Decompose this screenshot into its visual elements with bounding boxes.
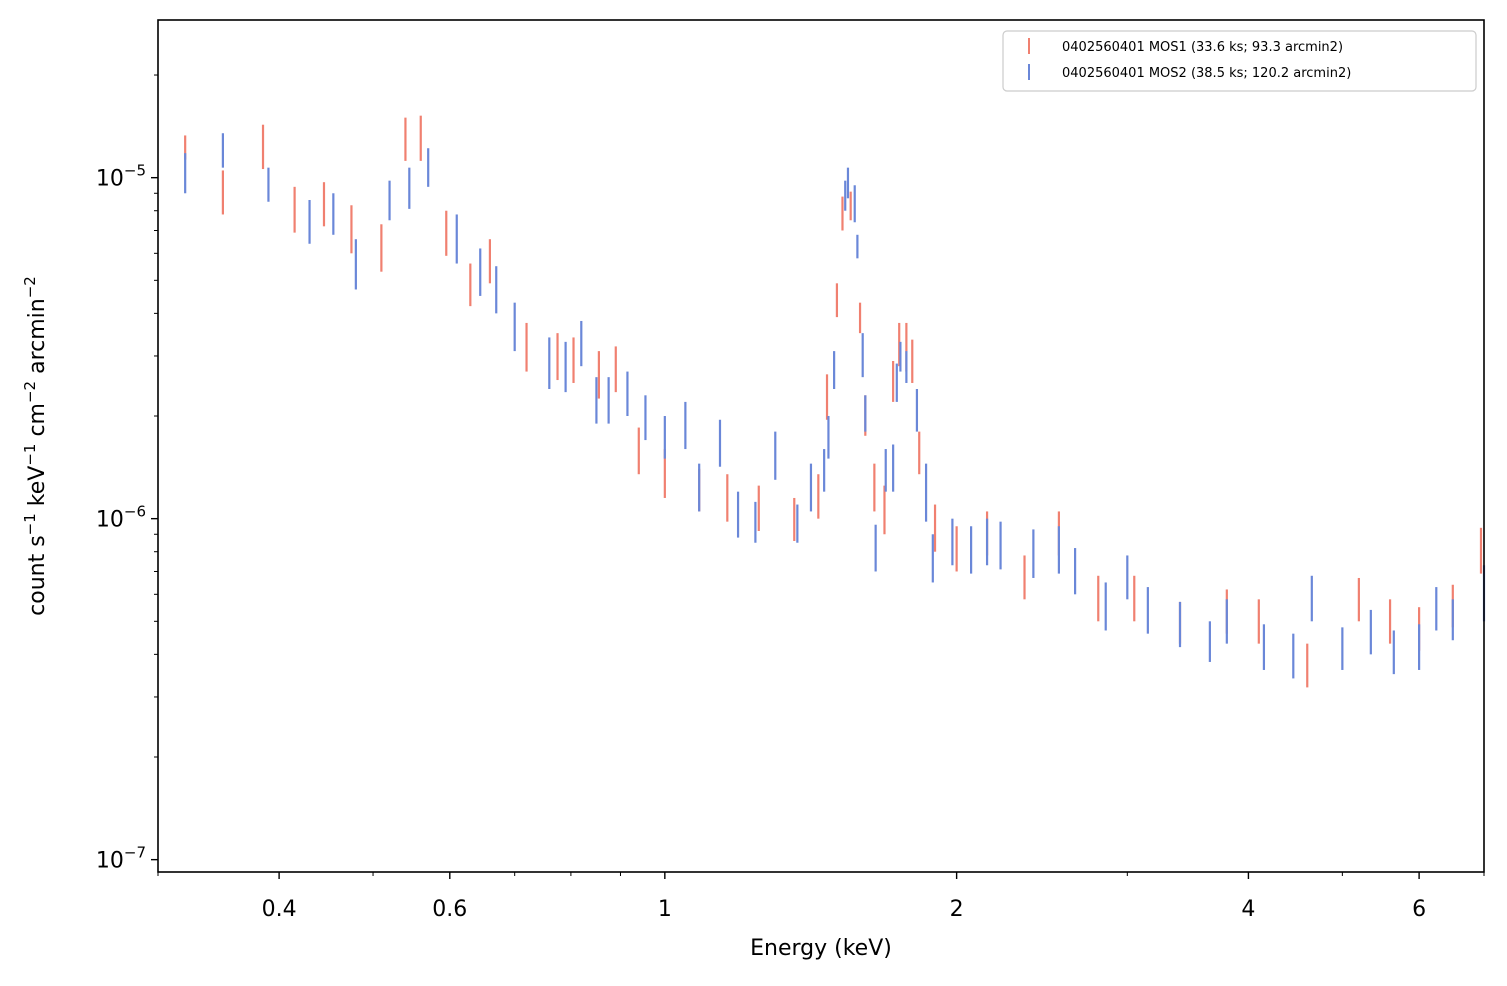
y-axis-label: count s−1 keV−1 cm−2 arcmin−2 <box>21 276 50 616</box>
x-axis-label: Energy (keV) <box>750 936 892 961</box>
series-1 <box>184 115 1483 688</box>
plot-frame <box>157 19 1485 873</box>
series-2 <box>184 133 1486 679</box>
x-tick-label: 2 <box>950 897 964 922</box>
legend-label-mos2: 0402560401 MOS2 (38.5 ks; 120.2 arcmin2) <box>1062 66 1351 81</box>
legend: 0402560401 MOS1 (33.6 ks; 93.3 arcmin2) … <box>1002 30 1477 92</box>
y-axis-ticks: 10−7 10−6 10−5 <box>96 74 158 874</box>
legend-label-mos1: 0402560401 MOS1 (33.6 ks; 93.3 arcmin2) <box>1062 40 1343 55</box>
x-tick-label: 0.4 <box>262 897 297 922</box>
y-tick-label: 10−6 <box>96 503 146 533</box>
x-tick-label: 1 <box>658 897 672 922</box>
x-tick-label: 0.6 <box>432 897 467 922</box>
x-axis-ticks: 0.4 0.6 1 2 4 6 <box>157 872 1485 922</box>
x-tick-label: 4 <box>1241 897 1255 922</box>
legend-frame <box>1002 30 1477 92</box>
data-layer <box>184 115 1486 688</box>
y-tick-label: 10−5 <box>96 162 146 192</box>
x-tick-label: 6 <box>1412 897 1426 922</box>
y-tick-label: 10−7 <box>96 844 146 874</box>
